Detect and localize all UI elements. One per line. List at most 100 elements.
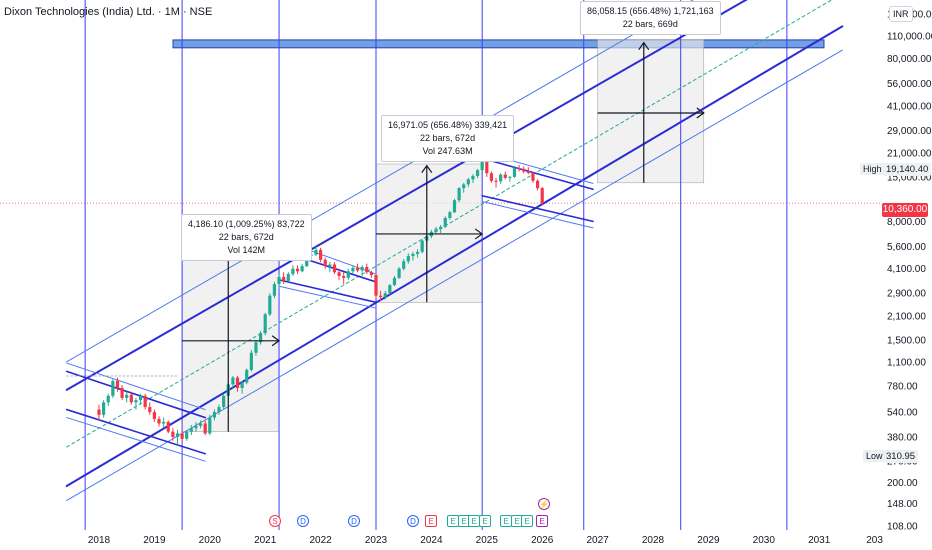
candle-body [522,168,526,172]
event-badge-s[interactable]: S [269,515,281,527]
candle-body [258,333,263,343]
candle-body [420,240,424,252]
y-tick-label: 540.00 [887,408,918,419]
event-badge-d[interactable]: D [297,515,309,527]
flag-3-bottom [481,194,594,223]
x-tick-label: 2022 [309,535,332,546]
candle-body [415,251,420,254]
candle-body [448,212,452,218]
event-badge-e[interactable]: E [458,515,470,527]
candle-body [166,421,170,432]
candle-body [282,276,286,281]
y-tick-label: 2,900.00 [887,289,926,300]
candle-body [249,352,253,370]
event-badge-e[interactable]: E [521,515,533,527]
y-tick-label: 200.00 [887,478,918,489]
candle-body [462,184,466,189]
candle-body [314,249,318,255]
candle-body [189,428,193,432]
flash-icon[interactable]: ⚡ [538,498,550,510]
candle-body [526,171,530,173]
low-value: 310.95 [883,450,919,463]
candle-body [374,275,378,296]
candle-body [452,200,457,213]
candle-body [272,284,277,296]
last-price-tag: 10,360.00 [882,203,928,217]
x-tick-label: 2018 [88,535,111,546]
x-tick-label: 2031 [808,535,831,546]
x-tick-label: 2020 [199,535,222,546]
high-value: 19,140.40 [883,163,932,176]
candle-body [235,377,240,388]
candle-body [494,180,498,182]
event-badge-d[interactable]: D [348,515,360,527]
candle-body [203,423,207,434]
event-badge-e[interactable]: E [425,515,437,527]
candle-body [351,267,355,272]
candle-body [245,369,249,383]
measure-2-line1: 16,971.05 (656.48%) 339,421 [388,120,508,130]
trend-channels [65,0,844,501]
candle-body [379,295,383,297]
candle-body [222,395,226,408]
candle-body [138,395,143,401]
y-tick-label: 56,000.00 [887,79,932,90]
candle-body [383,293,387,297]
measure-1-line2: 22 bars, 672d [218,232,274,242]
candle-body [480,162,484,171]
forecast-boxes [172,39,825,432]
event-badge-d[interactable]: D [407,515,419,527]
candle-body [231,377,235,385]
candle-body [125,394,129,398]
candle-body [208,417,212,434]
flag-1-top-thin [66,362,206,411]
candle-body [106,395,110,403]
candle-body [291,268,295,275]
candle-body [406,256,410,262]
projection-box-1 [181,246,280,432]
candle-body [499,174,503,182]
candle-body [471,175,475,180]
candle-body [102,402,106,415]
y-tick-label: 4,100.00 [887,264,926,275]
y-tick-label: 2,100.00 [887,312,926,323]
measure-label-1: 4,186.10 (1,009.25%) 83,722 22 bars, 672… [181,214,312,261]
candle-body [402,261,406,269]
event-badge-e[interactable]: E [536,515,548,527]
projection-box-3 [597,39,705,184]
measure-1-line3: Vol 142M [227,245,266,255]
x-tick-label: 2030 [753,535,776,546]
candle-body [531,172,535,181]
flag-2-bottom-thin [278,285,377,309]
y-tick-label: 41,000.00 [887,101,932,112]
x-tick-label: 2029 [697,535,720,546]
event-badge-e[interactable]: E [479,515,491,527]
candle-body [148,407,152,413]
candle-body [434,228,438,232]
candle-body [503,174,507,178]
flag-1-bottom [65,408,206,455]
symbol-title[interactable]: Dixon Technologies (India) Ltd. · 1M · N… [4,6,213,18]
candle-body [489,173,494,181]
candle-body [439,226,443,229]
candle-body [365,266,369,273]
y-tick-label: 148.00 [887,499,918,510]
candle-body [319,249,323,260]
candles [97,159,544,445]
candle-body [175,433,180,437]
measure-2-line3: Vol 247.63M [422,146,473,156]
candle-body [240,382,244,388]
candle-body [328,264,332,267]
currency-button[interactable]: INR [889,6,913,22]
candle-body [346,271,350,278]
candle-body [300,266,304,272]
candle-body [443,217,447,227]
x-tick-label: 2025 [476,535,499,546]
candle-body [115,380,120,388]
y-tick-label: 5,600.00 [887,242,926,253]
candle-body [162,421,166,424]
time-axis[interactable]: 2018 2019 2020 2021 2022 2023 2024 2025 2026 2027… [88,535,884,546]
y-tick-label: 780.00 [887,382,918,393]
candle-body [120,387,124,398]
